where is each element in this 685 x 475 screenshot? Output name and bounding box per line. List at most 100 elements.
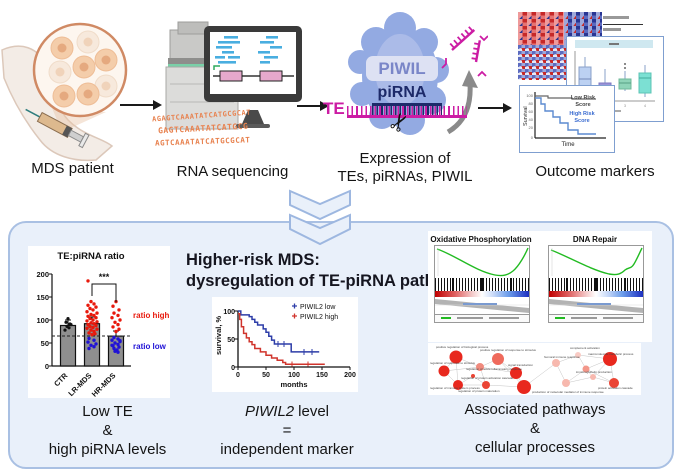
- svg-text:80: 80: [529, 101, 534, 106]
- svg-text:Time: Time: [561, 142, 575, 148]
- pirna-label: piRNA: [377, 84, 427, 101]
- svg-text:regulation of immune system pr: regulation of immune system process: [430, 386, 480, 390]
- step-label-expression: Expression of TEs, piRNAs, PIWIL: [337, 150, 473, 185]
- svg-text:Low Risk: Low Risk: [571, 95, 596, 101]
- svg-text:regulation of response to stim: regulation of response to stimulus: [430, 361, 475, 365]
- gsea-title: Oxidative Phosphorylation: [430, 235, 532, 244]
- svg-text:Score: Score: [575, 102, 590, 108]
- svg-text:150: 150: [36, 293, 49, 302]
- arrow-icon: [120, 100, 162, 110]
- svg-text:4: 4: [644, 104, 646, 108]
- significance-bracket: [91, 283, 117, 302]
- svg-text:positive regulation of biologi: positive regulation of biological proces…: [436, 345, 489, 349]
- svg-text:Score: Score: [574, 118, 589, 124]
- svg-text:100: 100: [223, 309, 235, 316]
- significance-stars: ***: [99, 272, 110, 282]
- svg-text:200: 200: [344, 372, 356, 379]
- svg-text:immunoglobulin production: immunoglobulin production: [576, 370, 612, 374]
- svg-text:regulation of protein maturati: regulation of protein maturation: [458, 389, 500, 393]
- svg-text:0: 0: [231, 365, 235, 372]
- enrichment-curve-area: [549, 246, 643, 278]
- piwil2-high-curve: [238, 313, 325, 365]
- svg-text:100: 100: [36, 316, 49, 325]
- svg-text:signal transduction: signal transduction: [508, 363, 533, 367]
- bar-ctr: [59, 324, 77, 367]
- arrow-icon: [478, 103, 512, 113]
- x-axis-label: months: [280, 380, 307, 389]
- svg-text:production of molecular mediat: production of molecular mediator of immu…: [532, 390, 604, 394]
- te-pirna-ratio-chart: TE:piRNA ratio 0 50 100 150 200: [28, 246, 170, 399]
- svg-text:200: 200: [36, 270, 49, 279]
- svg-text:LR-MDS: LR-MDS: [66, 371, 93, 398]
- svg-text:150: 150: [316, 372, 328, 379]
- ctr-dots: [63, 317, 73, 332]
- svg-text:humoral immune response: humoral immune response: [544, 355, 580, 359]
- gsea-rank-gradient: [549, 291, 643, 297]
- gsea-title: DNA Repair: [572, 235, 618, 244]
- gsea-plot-dna-repair: DNA Repair: [542, 234, 648, 323]
- svg-text:PIWIL2 low: PIWIL2 low: [300, 304, 336, 311]
- svg-text:Survival: Survival: [523, 106, 529, 126]
- svg-text:regulation of acute inflammato: regulation of acute inflammatory respons…: [466, 367, 522, 371]
- gsea-rank-gradient: [435, 291, 529, 297]
- svg-text:3: 3: [624, 104, 626, 108]
- mini-survival-yticks: 100 80 60 40 20 0: [526, 93, 533, 140]
- piwil2-low-curve: [238, 310, 320, 353]
- te-label: TE: [323, 99, 345, 118]
- cells: [48, 30, 118, 108]
- syringe-icon: [25, 108, 90, 149]
- network-node-labels: positive regulation of biological proces…: [430, 345, 634, 394]
- legend: PIWIL2 low PIWIL2 high: [292, 303, 338, 321]
- y-axis-ticks: 0 50 100 150 200: [36, 270, 49, 371]
- caption-low-te: Low TE & high piRNA levels: [48, 403, 167, 458]
- svg-text:100: 100: [526, 93, 533, 98]
- caption-piwil2-marker: PIWIL2 level = independent marker: [220, 403, 354, 458]
- boxplot-thumbnail: 1234: [566, 36, 664, 122]
- svg-text:positive regulation of respons: positive regulation of response to stimu…: [480, 348, 536, 352]
- chevron-down-icon: [289, 189, 351, 246]
- svg-text:50: 50: [227, 337, 235, 344]
- curved-arrow-icon: [446, 70, 478, 135]
- arrow-icon: [297, 101, 329, 111]
- sequencer-illustration: [165, 21, 302, 130]
- piwil2-gene-italic: PIWIL2: [244, 403, 295, 420]
- hr-red-dots: [110, 299, 122, 334]
- svg-text:complement activation: complement activation: [570, 346, 600, 350]
- y-axis-label: survival, %: [214, 315, 223, 355]
- chart-title: TE:piRNA ratio: [57, 251, 124, 262]
- gsea-ranked-metric: [549, 297, 643, 314]
- svg-text:HR-MDS: HR-MDS: [90, 371, 118, 398]
- network-nodes: [438, 350, 619, 394]
- svg-text:100: 100: [288, 372, 300, 379]
- step-label-outcome-markers: Outcome markers: [535, 163, 655, 180]
- pathway-network-card: positive regulation of biological proces…: [428, 343, 641, 395]
- gsea-hits-barcode: [549, 278, 643, 291]
- ratio-low-label: ratio low: [133, 342, 167, 351]
- piwil2-survival-chart: 0 50 100 0 50 100 150 200 months surviva…: [212, 297, 358, 392]
- svg-text:0: 0: [45, 362, 49, 371]
- svg-text:PIWIL2 high: PIWIL2 high: [300, 314, 338, 321]
- svg-text:40: 40: [529, 117, 534, 122]
- mds-patient-illustration: [1, 22, 128, 162]
- high-risk-curve: [535, 97, 596, 135]
- te-fragments-icon: [441, 26, 488, 77]
- lr-red-dots: [85, 279, 99, 337]
- step-label-mds-patient: MDS patient: [31, 160, 114, 177]
- gsea-hits-barcode: [435, 278, 529, 291]
- svg-text:High Risk: High Risk: [569, 111, 595, 117]
- svg-text:50: 50: [41, 339, 49, 348]
- y-axis-ticks: 0 50 100: [223, 309, 235, 372]
- caption-pathways: Associated pathways & cellular processes: [464, 401, 606, 456]
- monitor-icon: [204, 26, 302, 128]
- svg-text:20: 20: [529, 125, 534, 130]
- step-label-rna-sequencing: RNA sequencing: [176, 163, 289, 180]
- gsea-card: Oxidative Phosphorylation: [428, 231, 652, 342]
- piwil-label: PIWIL: [366, 56, 438, 81]
- banner-title: Higher-risk MDS: dysregulation of TE-piR…: [186, 251, 466, 290]
- svg-text:macromolecule metabolic proces: macromolecule metabolic process: [588, 352, 634, 356]
- gsea-ranked-metric: [435, 297, 529, 314]
- x-axis-ticks: 0 50 100 150 200: [236, 372, 356, 379]
- svg-text:0: 0: [531, 135, 534, 140]
- svg-text:regulation of protein activati: regulation of protein activation cascade: [461, 376, 513, 380]
